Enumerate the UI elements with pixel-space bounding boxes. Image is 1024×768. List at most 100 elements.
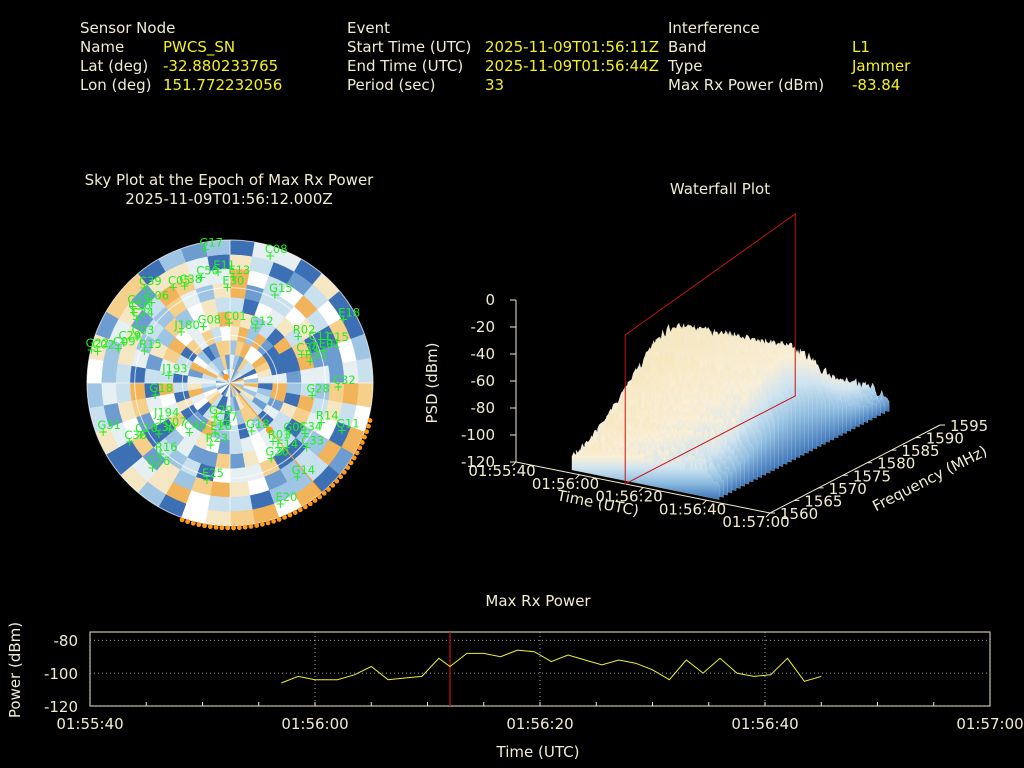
satellite-cross: + — [270, 288, 280, 302]
satellite-cross: + — [316, 415, 326, 429]
satellite-label: C33 — [301, 434, 324, 448]
edge-marker — [364, 429, 369, 435]
satellite-label: C40 — [184, 418, 207, 432]
satellite-cross: + — [251, 321, 261, 335]
time-tick — [638, 487, 644, 492]
satellite-label: G28 — [306, 381, 330, 395]
time-tick-label: 01:57:00 — [722, 513, 789, 531]
satellite-label: C03 — [132, 323, 155, 337]
power-title: Max Rx Power — [485, 592, 591, 610]
satellite-label: C24 — [131, 305, 154, 319]
satellite-cross: + — [319, 344, 329, 358]
event-heading: Event — [347, 19, 390, 37]
satellite-label: R16 — [155, 440, 178, 454]
satellite-label: C05 — [168, 274, 191, 288]
satellite-cross: + — [222, 281, 232, 295]
time-tick — [575, 474, 580, 480]
satellite-cross: + — [184, 425, 194, 439]
satellite-cross: + — [307, 388, 317, 402]
frequency-tick-label: 1565 — [804, 492, 842, 510]
satellite-cross: + — [292, 470, 302, 484]
satellite-label: C34 — [296, 341, 319, 355]
frequency-tick-label: 1590 — [926, 430, 964, 448]
edge-marker — [202, 523, 207, 529]
psd-axis-label: PSD (dBm) — [423, 342, 441, 423]
satellite-label: C10 — [135, 421, 158, 435]
satellite-cross: + — [128, 299, 138, 313]
sky-plot-subtitle: 2025-11-09T01:56:12.000Z — [125, 190, 333, 208]
frequency-tick-label: 1595 — [950, 417, 988, 435]
satellite-cross: + — [180, 279, 190, 293]
satellite-cross: + — [113, 342, 123, 356]
power-x-tick-label: 01:56:00 — [281, 715, 348, 733]
satellite-label: J194 — [153, 406, 179, 420]
edge-marker — [287, 512, 293, 518]
power-x-tick-label: 01:56:20 — [506, 715, 573, 733]
psd-tick-label: -40 — [471, 345, 496, 363]
satellite-cross: + — [215, 417, 225, 431]
satellite-cross: + — [224, 316, 234, 330]
satellite-cross: + — [139, 344, 149, 358]
satellite-cross: + — [86, 343, 96, 357]
frequency-tick-label: 1580 — [877, 455, 915, 473]
edge-marker — [357, 445, 363, 451]
edge-marker — [248, 524, 254, 529]
satellite-label: C16 — [129, 299, 152, 313]
interference-heading: Interference — [668, 19, 760, 37]
power-x-tick-label: 01:55:40 — [56, 715, 123, 733]
edge-marker — [190, 520, 196, 526]
satellite-cross: + — [147, 461, 157, 475]
satellite-label: R01 — [268, 427, 291, 441]
satellite-cross: + — [210, 410, 220, 424]
satellite-cross: + — [338, 313, 348, 327]
satellite-label: G18 — [246, 417, 270, 431]
band-value: L1 — [852, 38, 870, 56]
edge-marker — [326, 486, 331, 492]
interference-bearing-line — [229, 382, 323, 493]
edge-marker — [345, 465, 351, 471]
satellite-label: C50 — [196, 263, 219, 277]
satellite-label: C27 — [215, 410, 238, 424]
power-y-tick-label: -80 — [54, 632, 79, 650]
end-time-value: 2025-11-09T01:56:44Z — [485, 57, 659, 75]
power-x-axis-label: Time (UTC) — [496, 743, 580, 761]
edge-marker — [179, 517, 185, 523]
satellite-label: C36 — [124, 428, 147, 442]
edge-marker — [225, 525, 231, 531]
edge-marker — [334, 478, 340, 484]
period-label: Period (sec) — [347, 76, 436, 94]
power-y-axis-label: Power (dBm) — [6, 622, 24, 718]
satellite-cross: + — [333, 380, 343, 394]
satellite-cross: + — [132, 330, 142, 344]
satellite-cross: + — [164, 368, 174, 382]
edge-marker — [362, 434, 367, 440]
edge-marker — [354, 450, 360, 456]
satellite-cross: + — [265, 249, 275, 263]
satellite-cross: + — [125, 435, 135, 449]
satellite-cross: + — [206, 438, 216, 452]
edge-marker — [351, 455, 357, 461]
satellite-label: E25 — [202, 466, 224, 480]
satellite-cross: + — [197, 270, 207, 284]
name-label: Name — [80, 38, 125, 56]
psd-tick-label: -80 — [471, 399, 496, 417]
edge-marker — [317, 494, 323, 500]
edge-marker — [185, 519, 191, 525]
edge-marker — [321, 490, 327, 496]
time-tick — [702, 499, 707, 505]
satellite-label: C06 — [146, 289, 169, 303]
satellite-label: E01 — [319, 337, 341, 351]
satellite-cross: + — [309, 336, 319, 350]
edge-marker — [196, 522, 202, 528]
satellite-cross: + — [293, 330, 303, 344]
satellite-label: G12 — [250, 314, 274, 328]
edge-marker — [338, 474, 343, 480]
satellite-label: E11 — [213, 258, 235, 272]
satellite-cross: + — [228, 270, 238, 284]
satellite-label: J180 — [173, 318, 199, 332]
satellite-label: C30 — [154, 420, 177, 434]
satellite-cross: + — [119, 336, 129, 350]
satellite-cross: + — [276, 444, 286, 458]
edge-marker — [312, 498, 318, 503]
satellite-label: R15 — [139, 337, 162, 351]
